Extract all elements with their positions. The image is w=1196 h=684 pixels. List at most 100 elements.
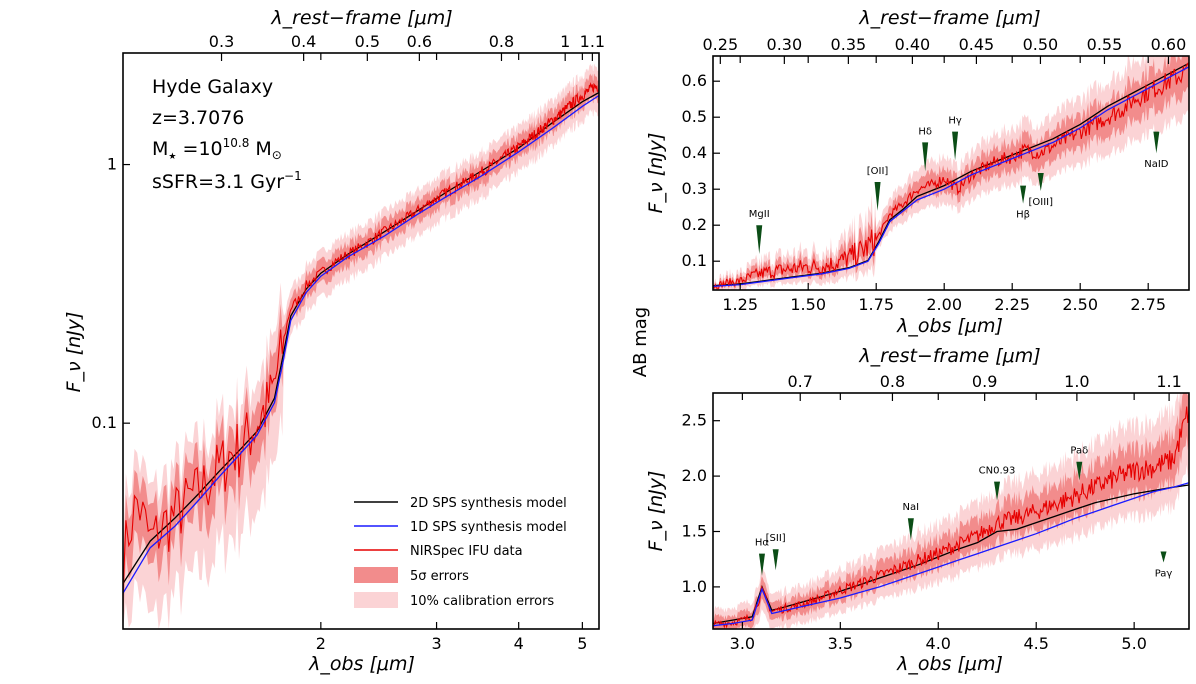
legend-label-ifu-data: NIRSpec IFU data <box>410 544 523 559</box>
line-marker-label: Hβ <box>1016 210 1030 221</box>
top-tick-label: 0.50 <box>1023 35 1059 54</box>
series-model1d <box>712 66 1190 288</box>
y-tick-label: 0.4 <box>682 143 707 162</box>
y-tick-label: 0.3 <box>682 179 707 198</box>
line-marker-label: NaI <box>903 502 920 513</box>
legend-label-2d-model: 2D SPS synthesis model <box>410 496 567 511</box>
line-marker <box>1076 461 1083 481</box>
line-marker-label: [OIII] <box>1028 197 1053 208</box>
top-tick-label: 0.9 <box>972 372 997 391</box>
series-model2d <box>712 62 1190 287</box>
y-tick-label: 2.0 <box>682 466 707 485</box>
line-marker <box>922 142 929 172</box>
ab-mag-axis-title: AB mag <box>630 307 651 377</box>
y-tick-label: 0.2 <box>682 215 707 234</box>
top-tick-label: 0.8 <box>489 32 514 51</box>
line-marker-label: [SII] <box>766 533 786 544</box>
x-tick-label: 1.25 <box>722 295 758 314</box>
line-marker-label: Paγ <box>1155 569 1173 580</box>
x-tick-label: 4.5 <box>1023 634 1048 653</box>
mass-star-sub: ★ <box>168 152 176 162</box>
series-model1d <box>122 94 600 594</box>
line-marker <box>1037 173 1044 191</box>
galaxy-info-annotation: Hyde Galaxy z=3.7076 M★ =1010.8 M⊙ sSFR=… <box>152 76 302 193</box>
top-tick-label: 1.1 <box>580 32 605 51</box>
y-tick-label: 1.5 <box>682 521 707 540</box>
mass-mid: =10 <box>176 138 222 160</box>
top-tick-label: 1.1 <box>1156 372 1181 391</box>
line-marker-label: CN0.93 <box>979 466 1016 477</box>
legend-label-5sigma: 5σ errors <box>410 569 469 584</box>
top-tick-label: 0.25 <box>703 35 739 54</box>
blue-top-axis-title: λ_rest−frame [μm] <box>858 7 1040 29</box>
x-tick-label: 3 <box>431 634 441 653</box>
x-tick-label: 2.25 <box>994 295 1030 314</box>
line-marker-label: Hδ <box>918 126 932 137</box>
top-tick-label: 1 <box>560 32 570 51</box>
y-tick-label: 1 <box>107 155 117 174</box>
galaxy-name: Hyde Galaxy <box>152 76 273 98</box>
line-marker <box>1020 185 1027 204</box>
galaxy-stellar-mass: M★ =1010.8 M⊙ <box>152 136 282 162</box>
calibration-error-band <box>713 393 1189 629</box>
line-marker <box>952 131 959 161</box>
legend: 2D SPS synthesis model 1D SPS synthesis … <box>354 496 567 609</box>
galaxy-redshift: z=3.7076 <box>152 107 244 129</box>
line-marker <box>772 549 779 571</box>
mass-sun-sub: ⊙ <box>272 148 282 162</box>
series-data <box>712 62 1190 289</box>
line-marker <box>758 553 765 576</box>
top-tick-label: 0.30 <box>767 35 803 54</box>
series-data <box>712 406 1190 629</box>
x-tick-label: 2.75 <box>1130 295 1166 314</box>
legend-label-calibration: 10% calibration errors <box>410 594 554 609</box>
x-tick-label: 2.50 <box>1062 295 1098 314</box>
top-tick-label: 1.0 <box>1064 372 1089 391</box>
red-zoom-panel: Hα[SII] NaI CN0.93 Paδ Paγ 3.0 3.5 4.0 4.5 5.0 1.… <box>645 345 1190 675</box>
line-marker <box>874 182 881 211</box>
y-tick-label: 0.6 <box>682 71 707 90</box>
mass-unit: M <box>249 138 271 160</box>
y-tick-label: 2.5 <box>682 411 707 430</box>
line-marker <box>756 225 763 254</box>
top-tick-label: 0.45 <box>959 35 995 54</box>
blue-y-axis-title: F_ν [nJy] <box>645 133 667 214</box>
top-tick-label: 0.7 <box>788 372 813 391</box>
blue-x-axis-title: λ_obs [μm] <box>896 315 1003 337</box>
x-tick-label: 2.00 <box>926 295 962 314</box>
line-marker <box>907 518 914 541</box>
series-model1d <box>712 482 1190 627</box>
x-tick-label: 4 <box>514 634 524 653</box>
line-marker-label: Paδ <box>1070 446 1088 457</box>
top-tick-label: 0.55 <box>1087 35 1123 54</box>
x-tick-label: 5.0 <box>1121 634 1146 653</box>
line-marker <box>1160 551 1167 563</box>
red-top-axis-title: λ_rest−frame [μm] <box>858 345 1040 367</box>
y-tick-label: 1.0 <box>682 577 707 596</box>
full-spectrum-panel: 23450.110.30.40.50.60.811.1232425262728 … <box>63 7 651 675</box>
top-tick-label: 0.4 <box>291 32 316 51</box>
line-marker-label: Hα <box>755 538 770 549</box>
line-marker-label: Hγ <box>948 116 962 127</box>
red-y-axis-title: F_ν [nJy] <box>645 471 667 552</box>
x-tick-label: 1.75 <box>858 295 894 314</box>
top-tick-label: 0.3 <box>209 32 234 51</box>
top-tick-label: 0.8 <box>880 372 905 391</box>
line-marker-label: NaID <box>1144 159 1169 170</box>
blue-zoom-axes-frame <box>712 55 1190 291</box>
sigma5-error-band <box>713 393 1189 629</box>
mass-prefix: M <box>152 138 168 160</box>
line-marker <box>1153 131 1160 154</box>
full-spectrum-axes-frame <box>122 52 600 630</box>
y-tick-label: 0.5 <box>682 107 707 126</box>
red-x-axis-title: λ_obs [μm] <box>896 653 1003 675</box>
ssfr-exponent: −1 <box>284 169 302 183</box>
line-marker-label: [OII] <box>867 166 889 177</box>
x-tick-label: 2 <box>316 634 326 653</box>
full-top-axis-title: λ_rest−frame [μm] <box>270 7 452 29</box>
x-tick-label: 3.0 <box>730 634 755 653</box>
top-tick-label: 0.60 <box>1151 35 1187 54</box>
mass-exponent: 10.8 <box>223 136 250 150</box>
top-tick-label: 0.6 <box>407 32 432 51</box>
legend-swatch-5sigma <box>354 567 398 583</box>
